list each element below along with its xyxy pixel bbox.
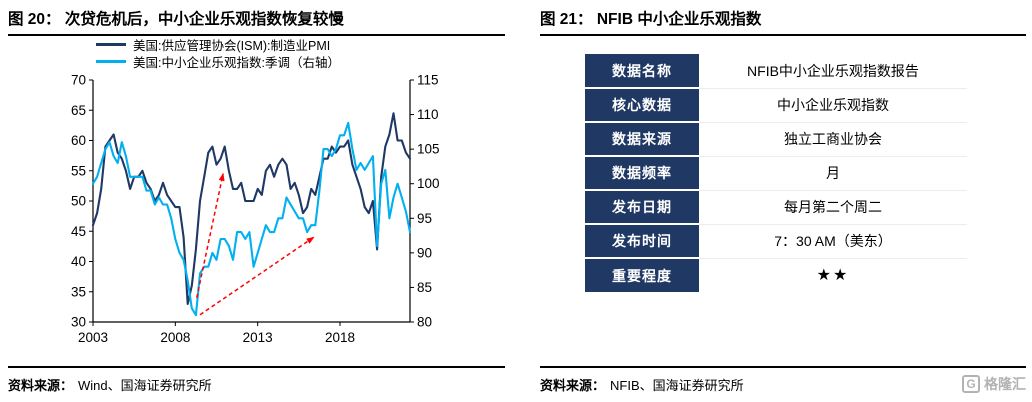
svg-text:90: 90 bbox=[417, 245, 432, 260]
table-row-value: 中小企业乐观指数 bbox=[699, 88, 967, 123]
nfib-info-table: 数据名称 NFIB中小企业乐观指数报告 核心数据 中小企业乐观指数 数据来源 独… bbox=[585, 54, 967, 292]
table-row: 数据来源 独立工商业协会 bbox=[585, 122, 967, 157]
table-row: 发布日期 每月第二个周二 bbox=[585, 190, 967, 225]
svg-text:45: 45 bbox=[71, 224, 86, 239]
svg-text:70: 70 bbox=[71, 73, 86, 88]
source-label: 资料来源： bbox=[8, 378, 74, 393]
svg-text:100: 100 bbox=[417, 176, 440, 191]
table-row-value: NFIB中小企业乐观指数报告 bbox=[699, 54, 967, 89]
svg-text:2008: 2008 bbox=[160, 330, 190, 345]
table-row: 重要程度 ★★ bbox=[585, 258, 967, 292]
table-row-label: 发布日期 bbox=[585, 190, 699, 225]
figure21-title: 图 21： NFIB 中小企业乐观指数 bbox=[540, 0, 1026, 36]
svg-text:105: 105 bbox=[417, 142, 440, 157]
svg-text:80: 80 bbox=[417, 315, 432, 330]
chart-legend: 美国:供应管理协会(ISM):制造业PMI 美国:中小企业乐观指数:季调（右轴） bbox=[96, 36, 340, 70]
line-chart-svg: 70 65 60 55 50 45 40 35 30 115 110 105 100 95 90 85 80 20… bbox=[71, 73, 440, 346]
figure20-title: 图 20： 次贷危机后，中小企业乐观指数恢复较慢 bbox=[8, 0, 505, 36]
logo-g-icon: G bbox=[962, 375, 980, 393]
table-row: 核心数据 中小企业乐观指数 bbox=[585, 88, 967, 123]
table-row-label: 数据频率 bbox=[585, 156, 699, 191]
svg-text:65: 65 bbox=[71, 103, 86, 118]
legend-label-ism-pmi: 美国:供应管理协会(ISM):制造业PMI bbox=[133, 39, 331, 53]
legend-item-nfib-index: 美国:中小企业乐观指数:季调（右轴） bbox=[96, 53, 340, 70]
source-text: Wind、国海证券研究所 bbox=[78, 378, 212, 393]
table-row-value: 独立工商业协会 bbox=[699, 122, 967, 157]
table-row-label: 重要程度 bbox=[585, 258, 699, 292]
svg-text:2003: 2003 bbox=[78, 330, 108, 345]
svg-text:2018: 2018 bbox=[325, 330, 355, 345]
legend-item-ism-pmi: 美国:供应管理协会(ISM):制造业PMI bbox=[96, 36, 340, 53]
legend-swatch-ism-pmi bbox=[96, 43, 126, 46]
legend-swatch-nfib-index bbox=[96, 60, 126, 63]
figure21-panel: 图 21： NFIB 中小企业乐观指数 数据名称 NFIB中小企业乐观指数报告 … bbox=[540, 0, 1026, 402]
figure20-panel: 图 20： 次贷危机后，中小企业乐观指数恢复较慢 美国:供应管理协会(ISM):… bbox=[8, 0, 505, 402]
table-row-label: 发布时间 bbox=[585, 224, 699, 259]
figure20-source: 资料来源： Wind、国海证券研究所 bbox=[8, 366, 505, 394]
table-row: 数据名称 NFIB中小企业乐观指数报告 bbox=[585, 54, 967, 89]
table-row: 发布时间 7：30 AM（美东） bbox=[585, 224, 967, 259]
table-row-value: 每月第二个周二 bbox=[699, 190, 967, 225]
table-row-label: 数据名称 bbox=[585, 54, 699, 89]
svg-text:40: 40 bbox=[71, 254, 86, 269]
svg-text:115: 115 bbox=[417, 73, 439, 88]
table-row-label: 数据来源 bbox=[585, 122, 699, 157]
legend-label-nfib-index: 美国:中小企业乐观指数:季调（右轴） bbox=[133, 56, 340, 70]
source-text: NFIB、国海证券研究所 bbox=[610, 378, 744, 393]
svg-text:35: 35 bbox=[71, 284, 86, 299]
gelonghui-logo: G 格隆汇 bbox=[962, 374, 1026, 394]
svg-text:60: 60 bbox=[71, 133, 86, 148]
svg-text:55: 55 bbox=[71, 163, 86, 178]
source-label: 资料来源： bbox=[540, 378, 606, 393]
table-row-value: 7：30 AM（美东） bbox=[699, 224, 967, 259]
svg-text:30: 30 bbox=[71, 315, 86, 330]
svg-text:2013: 2013 bbox=[243, 330, 273, 345]
logo-text: 格隆汇 bbox=[984, 376, 1026, 392]
table-row-value: 月 bbox=[699, 156, 967, 191]
svg-text:50: 50 bbox=[71, 194, 86, 209]
line-chart: 70 65 60 55 50 45 40 35 30 115 110 105 100 95 90 85 80 20… bbox=[48, 72, 460, 369]
importance-stars: ★★ bbox=[699, 258, 967, 292]
figure21-source: 资料来源： NFIB、国海证券研究所 bbox=[540, 366, 1026, 394]
table-row-label: 核心数据 bbox=[585, 88, 699, 123]
svg-text:85: 85 bbox=[417, 280, 432, 295]
svg-text:110: 110 bbox=[417, 107, 439, 122]
table-row: 数据频率 月 bbox=[585, 156, 967, 191]
svg-text:95: 95 bbox=[417, 211, 432, 226]
